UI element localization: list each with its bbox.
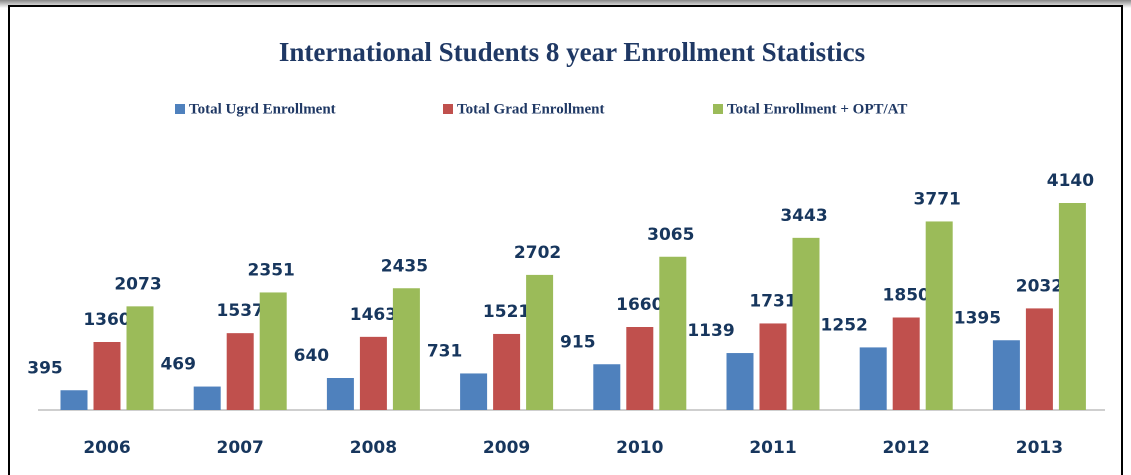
bar — [626, 327, 654, 410]
value-label: 1660 — [616, 295, 663, 315]
chart-title: International Students 8 year Enrollment… — [279, 37, 865, 67]
bar — [392, 288, 420, 410]
x-tick-label: 2013 — [1016, 438, 1063, 458]
value-label: 731 — [427, 341, 463, 361]
bar — [259, 292, 287, 410]
x-tick-label: 2010 — [616, 438, 663, 458]
bar — [493, 333, 521, 410]
shadow — [0, 0, 1131, 8]
value-label: 640 — [294, 346, 330, 366]
value-label: 3771 — [914, 189, 961, 209]
value-label: 1139 — [687, 321, 734, 341]
legend-label: Total Enrollment + OPT/AT — [727, 101, 907, 117]
bar — [460, 373, 488, 410]
value-label: 1360 — [83, 310, 130, 330]
value-label: 4140 — [1047, 171, 1094, 191]
bar — [992, 340, 1020, 410]
value-label: 1395 — [954, 308, 1001, 328]
value-label: 2702 — [514, 243, 561, 263]
bar — [226, 333, 254, 410]
x-tick-label: 2009 — [483, 438, 530, 458]
value-label: 1252 — [821, 315, 868, 335]
x-tick-label: 2007 — [217, 438, 264, 458]
value-label: 2351 — [248, 260, 295, 280]
bar — [925, 221, 953, 410]
bar — [60, 390, 88, 410]
value-label: 1537 — [217, 301, 264, 321]
bar — [859, 347, 887, 410]
bar — [93, 342, 121, 410]
bar — [792, 237, 820, 410]
value-label: 395 — [27, 358, 63, 378]
bar — [359, 336, 387, 410]
bar — [659, 256, 687, 410]
x-tick-label: 2006 — [83, 438, 130, 458]
value-label: 3443 — [780, 206, 827, 226]
bar — [759, 323, 787, 410]
bar — [326, 378, 354, 410]
bar — [193, 386, 221, 410]
value-label: 915 — [560, 332, 596, 352]
value-label: 1850 — [883, 286, 930, 306]
bar — [526, 274, 554, 410]
bar — [892, 317, 920, 410]
value-label: 2435 — [381, 256, 428, 276]
legend-label: Total Grad Enrollment — [457, 101, 605, 117]
value-label: 2032 — [1016, 276, 1063, 296]
value-label: 1731 — [749, 291, 796, 311]
value-label: 469 — [160, 355, 196, 375]
x-tick-label: 2011 — [749, 438, 796, 458]
value-label: 2073 — [114, 274, 161, 294]
frame — [8, 5, 1123, 475]
bar — [726, 353, 754, 410]
value-label: 1463 — [350, 305, 397, 325]
bar — [1025, 308, 1053, 410]
legend-label: Total Ugrd Enrollment — [189, 101, 336, 117]
bar — [1058, 203, 1086, 410]
legend-swatch — [443, 104, 453, 114]
value-label: 1521 — [483, 302, 530, 322]
x-tick-label: 2012 — [883, 438, 930, 458]
x-tick-label: 2008 — [350, 438, 397, 458]
value-label: 3065 — [647, 225, 694, 245]
bar — [126, 306, 154, 410]
bar — [593, 364, 621, 410]
legend-swatch — [713, 104, 723, 114]
legend-swatch — [175, 104, 185, 114]
